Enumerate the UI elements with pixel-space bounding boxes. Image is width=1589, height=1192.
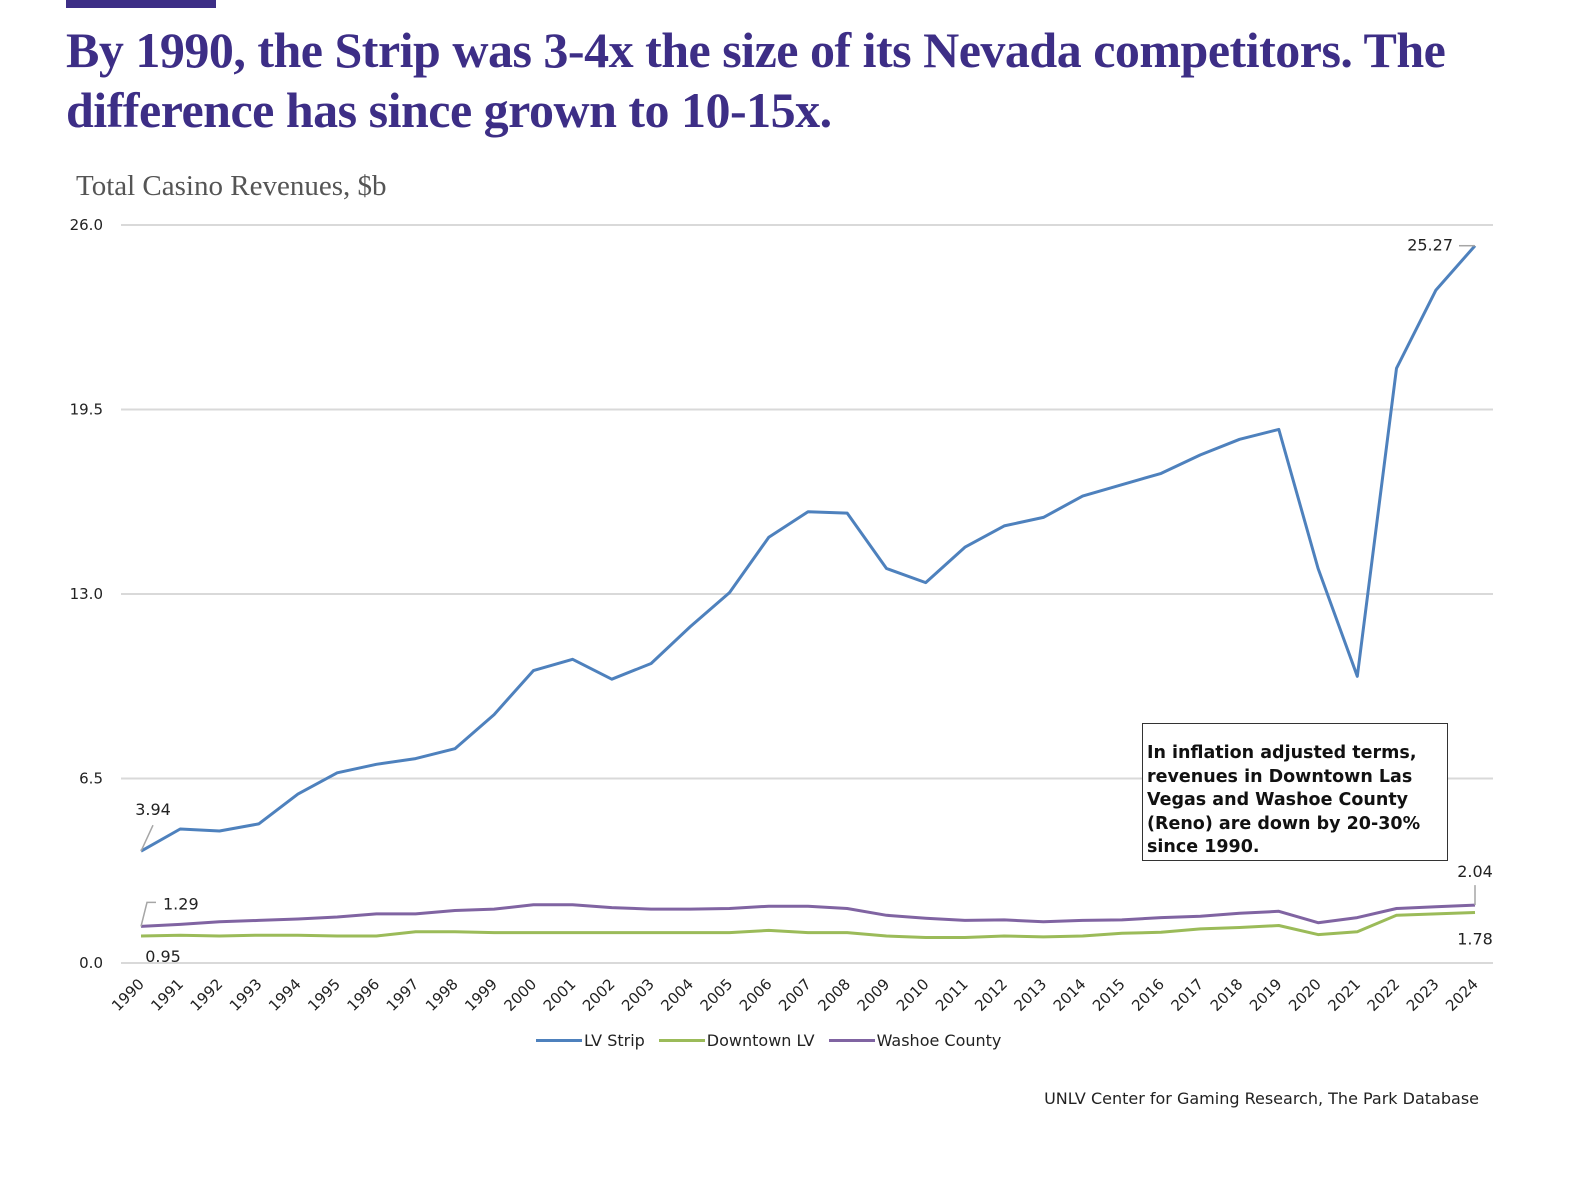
x-tick-label: 2010: [893, 975, 933, 1015]
x-tick-label: 2002: [579, 975, 619, 1015]
x-tick-label: 2014: [1050, 975, 1090, 1015]
x-tick-label: 2017: [1167, 975, 1207, 1015]
y-axis-ticks: 0.0 6.5 13.0 19.5 26.0: [70, 216, 103, 972]
x-tick-label: 2019: [1246, 975, 1286, 1015]
y-tick-label: 13.0: [70, 585, 103, 603]
x-tick-label: 2011: [932, 975, 972, 1015]
x-tick-label: 2018: [1207, 975, 1247, 1015]
legend: LV Strip Downtown LV Washoe County: [536, 1031, 1001, 1050]
data-labels: 3.94 25.27 1.29 0.95 2.04 1.78: [135, 236, 1493, 966]
legend-label: Downtown LV: [706, 1031, 815, 1050]
data-label: 0.95: [145, 947, 181, 966]
legend-item-downtown-lv[interactable]: Downtown LV: [658, 1031, 815, 1050]
data-label: 1.29: [163, 894, 199, 913]
header-accent-bar: [66, 0, 216, 8]
y-tick-label: 19.5: [70, 401, 103, 419]
series-line-lv-strip: [140, 244, 1477, 853]
x-tick-label: 2022: [1364, 975, 1404, 1015]
x-tick-label: 2004: [657, 975, 697, 1015]
x-tick-label: 2016: [1128, 975, 1168, 1015]
legend-swatch-washoe-county: [828, 1039, 875, 1042]
data-label: 3.94: [135, 800, 171, 819]
x-tick-label: 1991: [147, 975, 187, 1015]
legend-swatch-downtown-lv: [658, 1039, 705, 1042]
x-tick-label: 2006: [736, 975, 776, 1015]
source-note: UNLV Center for Gaming Research, The Par…: [1044, 1089, 1479, 1108]
data-label: 2.04: [1457, 862, 1493, 881]
x-tick-label: 1992: [187, 975, 227, 1015]
series-line-downtown-lv: [140, 911, 1476, 939]
leader-line: [140, 901, 156, 927]
y-tick-label: 0.0: [79, 954, 103, 972]
x-tick-label: 1997: [383, 975, 423, 1015]
x-tick-label: 2005: [697, 975, 737, 1015]
legend-item-washoe-county[interactable]: Washoe County: [828, 1031, 1002, 1050]
x-tick-label: 2015: [1089, 975, 1129, 1015]
x-tick-label: 2024: [1442, 975, 1482, 1015]
x-tick-label: 2000: [500, 975, 540, 1015]
x-tick-label: 1996: [344, 975, 384, 1015]
data-label: 1.78: [1457, 929, 1493, 948]
x-tick-label: 2021: [1324, 975, 1364, 1015]
headline: By 1990, the Strip was 3-4x the size of …: [66, 22, 1446, 138]
legend-swatch-lv-strip: [536, 1039, 582, 1042]
x-tick-label: 2020: [1285, 975, 1325, 1015]
annotation-box: In inflation adjusted terms, revenues in…: [1142, 723, 1448, 861]
x-tick-label: 2009: [854, 975, 894, 1015]
x-tick-label: 2008: [814, 975, 854, 1015]
data-label: 25.27: [1407, 236, 1453, 255]
series-line-washoe-county: [140, 903, 1476, 928]
x-tick-label: 2013: [1011, 975, 1051, 1015]
leader-line: [140, 824, 154, 852]
series-lines: [140, 244, 1477, 939]
x-tick-label: 2001: [540, 975, 580, 1015]
x-tick-label: 1998: [422, 975, 462, 1015]
x-tick-label: 1995: [304, 975, 344, 1015]
y-tick-label: 26.0: [70, 216, 103, 234]
legend-item-lv-strip[interactable]: LV Strip: [536, 1031, 645, 1050]
legend-label: Washoe County: [876, 1031, 1002, 1050]
x-tick-label: 1993: [226, 975, 266, 1015]
y-tick-label: 6.5: [79, 770, 103, 788]
x-axis-ticks: 1990 1991 1992 1993 1994 1995 1996 1997 1998 1999…: [108, 975, 1482, 1015]
chart-title: Total Casino Revenues, $b: [76, 170, 387, 202]
x-tick-label: 1990: [108, 975, 148, 1015]
x-tick-label: 2003: [618, 975, 658, 1015]
x-tick-label: 1994: [265, 975, 305, 1015]
legend-label: LV Strip: [584, 1031, 645, 1050]
x-tick-label: 2007: [775, 975, 815, 1015]
x-tick-label: 2023: [1403, 975, 1443, 1015]
x-tick-label: 2012: [971, 975, 1011, 1015]
x-tick-label: 1999: [461, 975, 501, 1015]
